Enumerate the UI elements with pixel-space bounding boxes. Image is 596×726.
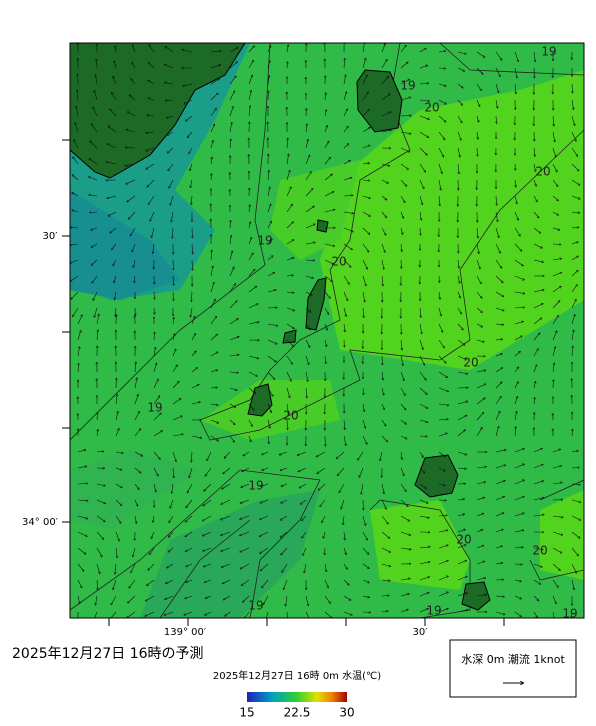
lat-label: 30′ xyxy=(43,231,59,242)
colorbar xyxy=(247,692,347,702)
contour-label: 20 xyxy=(331,255,346,269)
contour-label: 19 xyxy=(248,599,263,613)
lat-label: 34° 00′ xyxy=(22,517,59,528)
contour-label: 20 xyxy=(456,533,471,547)
contour-label: 20 xyxy=(424,101,439,115)
current-legend-label: 水深 0m 潮流 1knot xyxy=(461,652,565,666)
contour-label: 19 xyxy=(426,604,441,618)
contour-label: 19 xyxy=(257,234,272,248)
lon-label: 139° 00′ xyxy=(164,627,207,638)
colorbar-tick-label: 15 xyxy=(239,706,254,720)
forecast-title: 2025年12月27日 16時の予測 xyxy=(12,646,204,662)
contour-label: 19 xyxy=(541,45,556,59)
contour-label: 19 xyxy=(400,79,415,93)
current-legend-box xyxy=(450,640,576,697)
contour-label: 20 xyxy=(532,544,547,558)
contour-label: 19 xyxy=(248,479,263,493)
colorbar-caption: 2025年12月27日 16時 0m 水温(℃) xyxy=(213,669,381,682)
contour-label: 20 xyxy=(283,409,298,423)
colorbar-tick-label: 30 xyxy=(339,706,354,720)
colorbar-tick-label: 22.5 xyxy=(284,706,311,720)
contour-label: 19 xyxy=(147,401,162,415)
lon-label: 30′ xyxy=(413,627,429,638)
contour-label: 20 xyxy=(463,356,478,370)
contour-label: 20 xyxy=(535,165,550,179)
